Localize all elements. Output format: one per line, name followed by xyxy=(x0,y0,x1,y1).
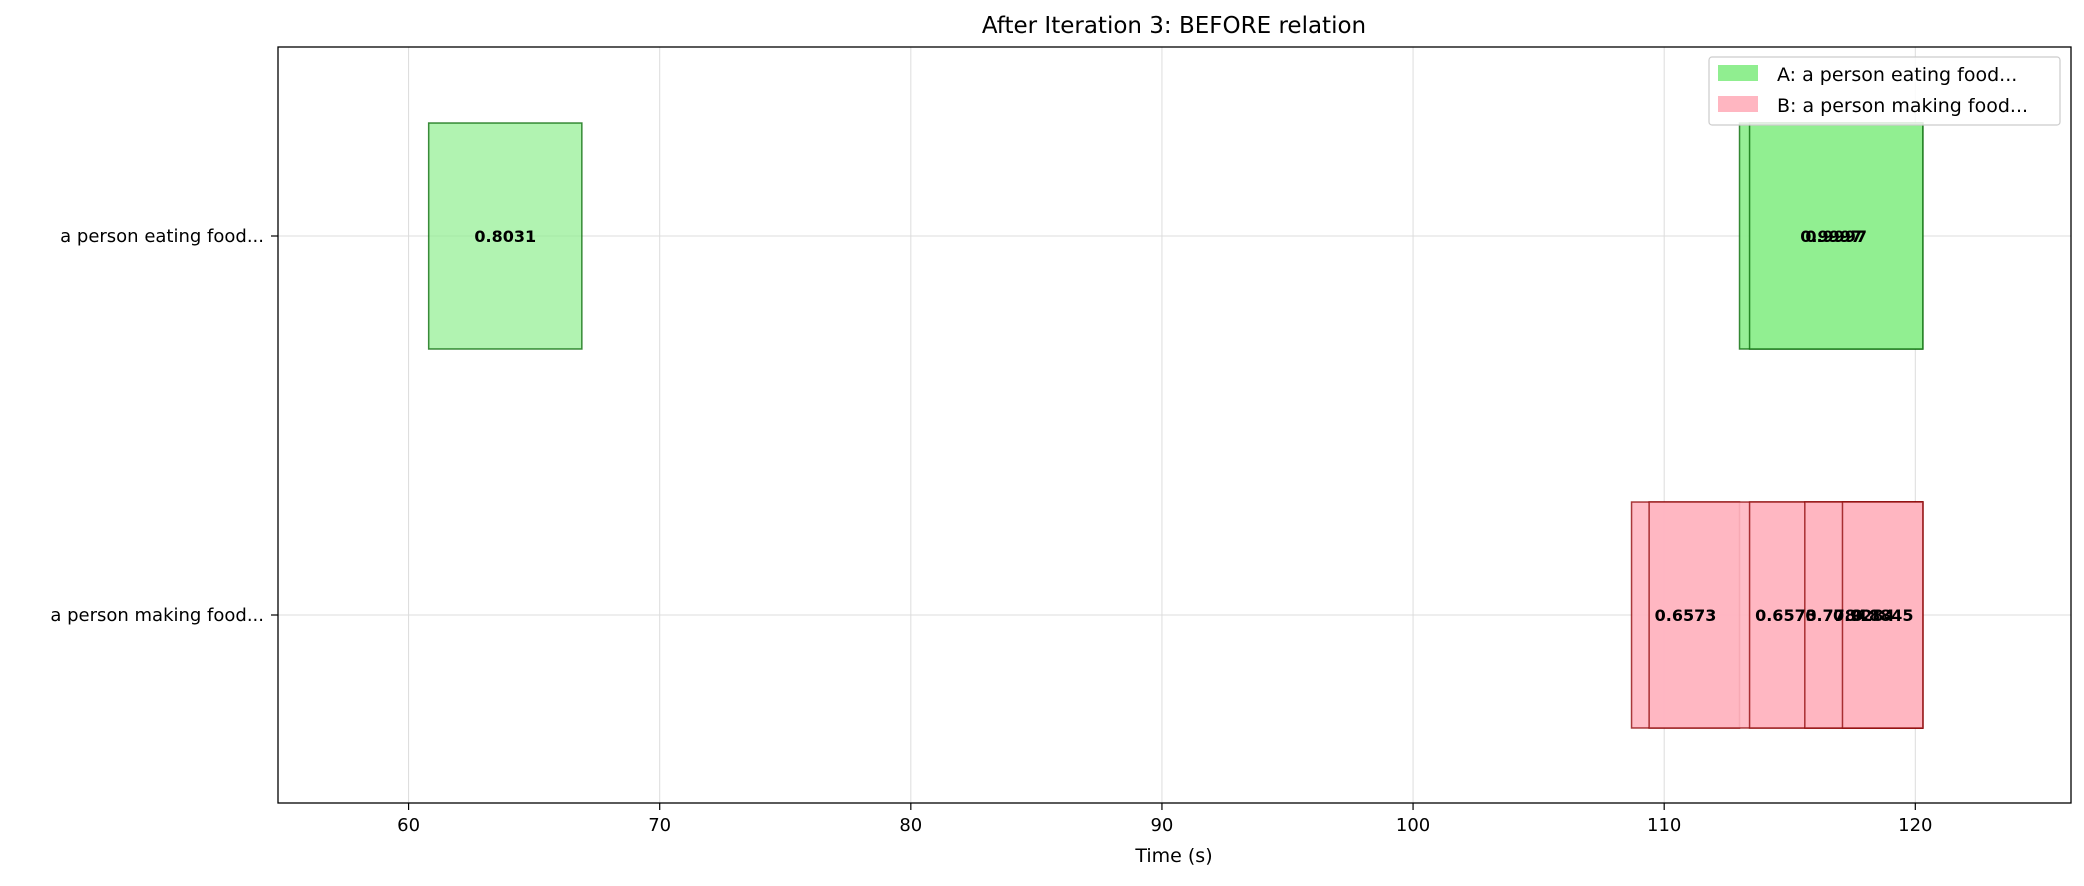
legend: A: a person eating food... B: a person m… xyxy=(1708,56,2061,126)
segment-score-label: 0.9284 xyxy=(1833,606,1895,625)
segment-score-label: 0.8031 xyxy=(474,227,536,246)
x-axis-label: Time (s) xyxy=(1134,845,1212,867)
legend-swatch-b xyxy=(1718,96,1758,112)
x-tick-label: 90 xyxy=(1150,815,1173,836)
timeline-segment xyxy=(1748,122,1924,350)
x-tick-label: 110 xyxy=(1647,815,1681,836)
x-tick-label: 100 xyxy=(1396,815,1430,836)
x-tick-label: 70 xyxy=(648,815,671,836)
timeline-segment xyxy=(427,122,583,350)
plot-frame xyxy=(277,46,2072,804)
x-tick-label: 80 xyxy=(899,815,922,836)
legend-box xyxy=(1708,56,2061,126)
segment-score-label: 0.9997 xyxy=(1800,227,1862,246)
legend-label-a: A: a person eating food... xyxy=(1777,64,2017,86)
segment-score-label: 0.6573 xyxy=(1655,606,1717,625)
segment-score-label: 0.6573 xyxy=(1755,606,1817,625)
x-tick-label: 120 xyxy=(1898,815,1932,836)
x-tick-label: 60 xyxy=(397,815,420,836)
segment-score-label: 0.8845 xyxy=(1852,606,1914,625)
segment-score-label: 0.7784 xyxy=(1805,606,1867,625)
chart-title: After Iteration 3: BEFORE relation xyxy=(982,13,1366,39)
timeline-segment xyxy=(1841,501,1924,729)
ticks-layer: 60 70 80 90 100 110 120 a person eating food...… xyxy=(50,226,1932,836)
y-tick-label: a person eating food... xyxy=(60,226,264,247)
legend-swatch-a xyxy=(1718,65,1758,81)
segment-score-label: 0.9997 xyxy=(1805,227,1867,246)
y-tick-label: a person making food... xyxy=(50,605,264,626)
bars-layer xyxy=(427,122,1924,729)
legend-label-b: B: a person making food... xyxy=(1777,95,2028,117)
